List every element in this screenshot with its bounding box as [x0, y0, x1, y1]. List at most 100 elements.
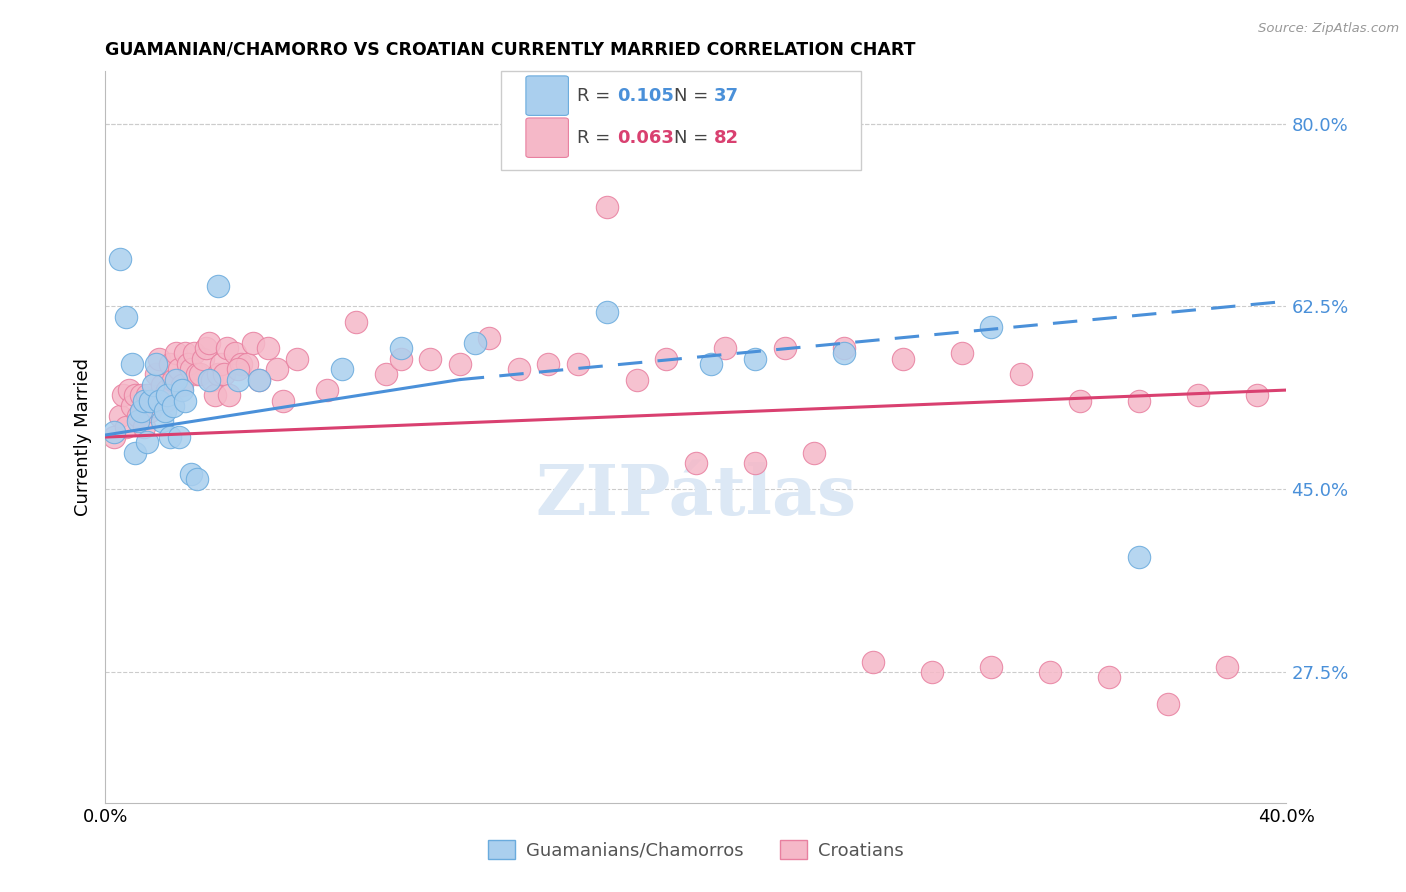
Point	[346, 315, 368, 329]
Point	[103, 425, 125, 439]
FancyBboxPatch shape	[501, 71, 862, 170]
Point	[148, 393, 170, 408]
Text: 0.063: 0.063	[617, 128, 673, 146]
Text: 0.105: 0.105	[617, 87, 673, 104]
Point	[1187, 388, 1209, 402]
Point	[1069, 393, 1091, 408]
Point	[159, 357, 181, 371]
Point	[191, 351, 214, 366]
Point	[330, 362, 353, 376]
Point	[165, 373, 187, 387]
Point	[1216, 660, 1239, 674]
Point	[209, 357, 232, 371]
Y-axis label: Currently Married: Currently Married	[73, 358, 91, 516]
Text: Source: ZipAtlas.com: Source: ZipAtlas.com	[1258, 22, 1399, 36]
Point	[980, 660, 1002, 674]
Point	[464, 336, 486, 351]
Point	[921, 665, 943, 680]
Point	[419, 351, 441, 366]
Point	[256, 341, 278, 355]
Point	[201, 373, 224, 387]
Point	[832, 341, 855, 355]
Point	[186, 368, 208, 382]
Point	[183, 346, 205, 360]
Point	[228, 362, 250, 376]
Point	[135, 435, 157, 450]
Text: GUAMANIAN/CHAMORRO VS CROATIAN CURRENTLY MARRIED CORRELATION CHART: GUAMANIAN/CHAMORRO VS CROATIAN CURRENTLY…	[105, 41, 915, 59]
Point	[204, 388, 226, 402]
Point	[287, 351, 309, 366]
Point	[478, 331, 501, 345]
Point	[891, 351, 914, 366]
Point	[138, 404, 162, 418]
Point	[508, 362, 530, 376]
Point	[567, 357, 589, 371]
FancyBboxPatch shape	[526, 118, 568, 158]
Point	[242, 336, 264, 351]
Point	[596, 200, 619, 214]
Point	[950, 346, 973, 360]
Point	[148, 351, 170, 366]
Point	[124, 446, 146, 460]
Point	[145, 357, 167, 371]
Point	[228, 373, 250, 387]
Text: 82: 82	[714, 128, 738, 146]
Point	[197, 336, 219, 351]
Point	[389, 351, 412, 366]
Point	[699, 357, 723, 371]
Point	[218, 388, 240, 402]
Point	[127, 409, 149, 424]
Point	[180, 467, 202, 481]
Point	[150, 414, 173, 428]
Point	[156, 383, 179, 397]
Point	[315, 383, 337, 397]
Point	[862, 655, 884, 669]
Text: N =: N =	[673, 87, 713, 104]
Point	[215, 341, 238, 355]
Point	[186, 472, 208, 486]
Point	[132, 419, 155, 434]
Point	[110, 252, 132, 267]
Point	[1098, 670, 1121, 684]
Point	[197, 373, 219, 387]
Point	[172, 383, 194, 397]
Point	[271, 393, 294, 408]
Point	[129, 404, 152, 418]
Point	[156, 388, 179, 402]
Point	[655, 351, 678, 366]
Point	[110, 409, 132, 424]
Point	[162, 399, 184, 413]
Point	[231, 357, 253, 371]
Point	[138, 393, 162, 408]
Point	[1157, 697, 1180, 711]
Point	[124, 388, 146, 402]
Point	[150, 377, 173, 392]
Point	[980, 320, 1002, 334]
Point	[153, 393, 176, 408]
Point	[832, 346, 855, 360]
Point	[374, 368, 398, 382]
Point	[153, 404, 176, 418]
Point	[449, 357, 471, 371]
Point	[685, 456, 707, 470]
Point	[135, 388, 157, 402]
Point	[132, 393, 155, 408]
Point	[174, 393, 197, 408]
Legend: Guamanians/Chamorros, Croatians: Guamanians/Chamorros, Croatians	[481, 832, 911, 867]
Point	[1039, 665, 1062, 680]
Point	[744, 456, 766, 470]
Point	[121, 357, 143, 371]
Point	[596, 304, 619, 318]
Point	[1010, 368, 1032, 382]
Point	[115, 419, 138, 434]
Point	[142, 399, 165, 413]
Point	[207, 368, 229, 382]
Point	[129, 388, 152, 402]
Point	[174, 346, 197, 360]
Point	[247, 373, 270, 387]
Point	[194, 341, 217, 355]
Point	[389, 341, 412, 355]
Point	[121, 399, 143, 413]
Point	[169, 362, 191, 376]
Text: ZIPátlas: ZIPátlas	[536, 462, 856, 529]
